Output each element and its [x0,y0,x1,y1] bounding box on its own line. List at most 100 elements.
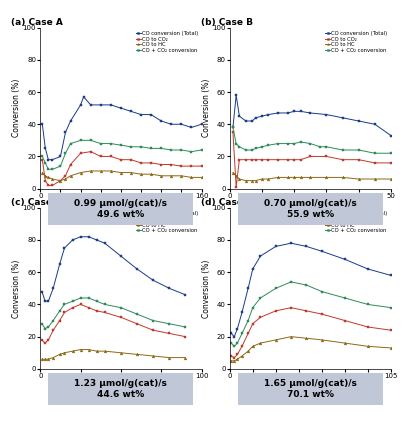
CO to HC [292,175,297,180]
CO to HC [70,349,75,354]
CO + CO₂ conversion [253,146,258,151]
CO to HC [266,176,271,181]
CO + CO₂ conversion [149,146,154,151]
Line: CO to HC: CO to HC [41,170,203,182]
CO conversion (Total) [324,112,329,117]
Y-axis label: Conversion (%): Conversion (%) [12,259,21,318]
CO conversion (Total) [285,110,290,115]
CO to CO₂ [183,334,188,339]
CO to CO₂ [167,331,172,336]
CO to HC [167,355,172,360]
CO conversion (Total) [273,244,278,249]
CO conversion (Total) [40,122,45,127]
CO to HC [57,352,62,357]
Line: CO to HC: CO to HC [41,348,187,360]
CO + CO₂ conversion [135,312,139,317]
CO conversion (Total) [43,146,48,151]
CO to CO₂ [239,344,244,349]
CO conversion (Total) [320,249,324,254]
CO to CO₂ [68,162,73,167]
CO to HC [43,173,48,179]
CO conversion (Total) [81,94,86,99]
CO to HC [260,176,264,181]
CO + CO₂ conversion [324,144,329,149]
CO conversion (Total) [250,118,255,123]
Text: (b) Case B: (b) Case B [201,18,253,27]
CO + CO₂ conversion [68,141,73,146]
CO conversion (Total) [78,234,83,239]
CO to CO₂ [234,184,239,190]
CO to CO₂ [151,328,156,333]
CO to HC [324,175,329,180]
CO to CO₂ [366,324,370,329]
CO to HC [58,178,63,183]
CO conversion (Total) [308,110,313,115]
Text: (d) Case D: (d) Case D [201,198,253,207]
CO + CO₂ conversion [189,149,194,154]
CO to HC [388,346,393,351]
CO to CO₂ [46,183,51,188]
CO to HC [189,175,194,180]
Line: CO + CO₂ conversion: CO + CO₂ conversion [230,281,392,348]
CO to CO₂ [304,308,309,313]
CO + CO₂ conversion [169,148,174,153]
CO conversion (Total) [51,286,56,291]
CO to CO₂ [139,160,143,165]
CO to CO₂ [308,154,313,159]
CO to HC [298,175,303,180]
Legend: CO conversion (Total), CO to CO₂, CO to HC, CO + CO₂ conversion: CO conversion (Total), CO to CO₂, CO to … [135,30,199,53]
X-axis label: Time (hr): Time (hr) [103,200,139,209]
CO + CO₂ conversion [118,142,123,148]
CO to CO₂ [266,157,271,162]
CO + CO₂ conversion [320,289,324,294]
CO conversion (Total) [98,102,103,107]
CO to HC [250,344,255,349]
CO + CO₂ conversion [308,141,313,146]
CO to HC [246,349,251,354]
CO to HC [98,168,103,173]
CO + CO₂ conversion [318,144,322,149]
CO + CO₂ conversion [78,296,83,301]
CO to CO₂ [199,164,204,169]
Line: CO + CO₂ conversion: CO + CO₂ conversion [41,297,187,330]
CO conversion (Total) [237,114,242,119]
CO + CO₂ conversion [340,148,345,153]
CO + CO₂ conversion [159,146,164,151]
Y-axis label: Conversion (%): Conversion (%) [202,259,211,318]
CO conversion (Total) [189,125,194,130]
Text: 1.23 μmol/g(cat)/s
44.6 wt%: 1.23 μmol/g(cat)/s 44.6 wt% [75,379,167,399]
CO + CO₂ conversion [232,344,237,349]
CO + CO₂ conversion [118,305,123,310]
CO to HC [46,175,51,180]
CO + CO₂ conversion [179,148,184,153]
CO to HC [62,350,67,355]
Line: CO + CO₂ conversion: CO + CO₂ conversion [232,126,392,155]
CO + CO₂ conversion [139,144,143,149]
CO to HC [276,175,280,180]
CO to HC [135,352,139,357]
CO to HC [159,173,164,179]
CO to HC [139,172,143,177]
CO + CO₂ conversion [273,286,278,291]
CO conversion (Total) [229,331,234,336]
CO conversion (Total) [340,115,345,120]
CO to CO₂ [356,157,361,162]
CO + CO₂ conversion [260,144,264,149]
CO + CO₂ conversion [266,142,271,148]
CO conversion (Total) [50,157,55,162]
CO to HC [118,350,123,355]
Line: CO to CO₂: CO to CO₂ [232,131,392,188]
CO conversion (Total) [366,266,370,271]
CO to CO₂ [289,305,293,310]
CO + CO₂ conversion [102,302,107,307]
CO conversion (Total) [260,114,264,119]
CO + CO₂ conversion [46,324,51,329]
CO conversion (Total) [304,244,309,249]
Legend: CO conversion (Total), CO to CO₂, CO to HC, CO + CO₂ conversion: CO conversion (Total), CO to CO₂, CO to … [325,30,388,53]
CO to CO₂ [298,157,303,162]
CO to CO₂ [372,160,377,165]
CO + CO₂ conversion [258,296,263,301]
CO + CO₂ conversion [39,321,44,326]
CO to HC [232,358,237,363]
CO to HC [356,176,361,181]
